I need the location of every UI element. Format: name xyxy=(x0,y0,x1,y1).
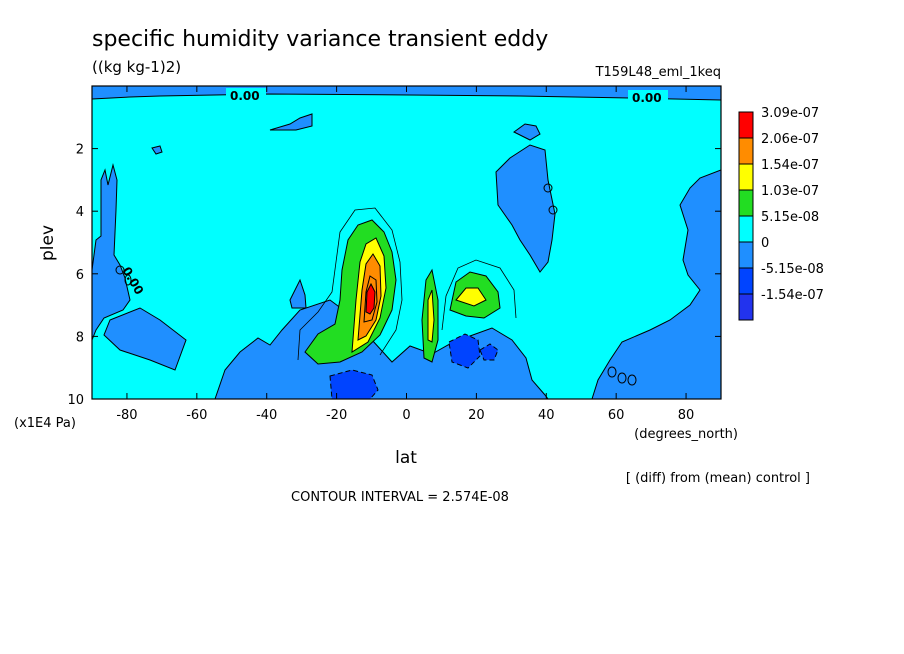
contour-line-1 xyxy=(297,207,403,361)
colorbar-label: 2.06e-07 xyxy=(761,132,819,147)
colorbar: 3.09e-07 2.06e-07 1.54e-07 1.03e-07 5.15e-08… xyxy=(738,106,824,321)
contour-label-bg-1 xyxy=(226,88,266,102)
colorbar-label: 0 xyxy=(761,236,769,251)
contour-label-2: 0.00 xyxy=(632,91,662,105)
neg-pocket-3 xyxy=(479,343,499,361)
neg-region-right xyxy=(591,169,721,399)
x-tick-label: 60 xyxy=(608,408,625,423)
y-tick-label: 10 xyxy=(67,393,84,408)
background-fill-zero xyxy=(92,86,721,399)
y-tick-label: 6 xyxy=(76,268,84,283)
y-units-label: (x1E4 Pa) xyxy=(14,416,76,431)
loop-5 xyxy=(607,366,617,378)
contour-field xyxy=(92,86,721,399)
x-tick-label: 20 xyxy=(468,408,485,423)
colorbar-swatch xyxy=(738,215,754,243)
neg-pocket-1 xyxy=(329,369,379,399)
neg-blob-small-2 xyxy=(151,145,163,155)
neg-blob-left xyxy=(103,307,187,371)
pos-region-yellow-north xyxy=(455,287,487,307)
neg-region-bottom xyxy=(214,299,549,399)
x-tick-label: 80 xyxy=(678,408,695,423)
y-axis: 2 4 6 8 10 xyxy=(67,143,721,408)
y-tick-label: 8 xyxy=(76,330,84,345)
contour-label-bg-2 xyxy=(628,90,668,104)
neg-blob-small-1 xyxy=(269,113,313,131)
colorbar-swatch xyxy=(738,293,754,321)
colorbar-label: 5.15e-08 xyxy=(761,210,819,225)
x-units-label: (degrees_north) xyxy=(634,427,738,442)
x-tick-label: -40 xyxy=(256,408,277,423)
x-tick-label: -60 xyxy=(186,408,207,423)
pos-region-red-max xyxy=(365,282,376,315)
diff-note: [ (diff) from (mean) control ] xyxy=(626,471,810,486)
loop-3 xyxy=(543,183,553,193)
neg-region-right-upper xyxy=(495,144,556,273)
y-tick-label: 2 xyxy=(76,143,84,158)
loop-2 xyxy=(124,274,132,286)
colorbar-swatch xyxy=(738,111,754,139)
x-tick-label: 40 xyxy=(538,408,555,423)
contour-line-2 xyxy=(441,259,517,331)
run-label: T159L48_eml_1keq xyxy=(595,65,721,80)
colorbar-swatch xyxy=(738,163,754,191)
contour-label-1: 0.00 xyxy=(230,89,260,103)
neg-pocket-2 xyxy=(448,333,481,369)
chart-title: specific humidity variance transient edd… xyxy=(92,27,548,52)
colorbar-swatch xyxy=(738,241,754,269)
loop-6 xyxy=(617,372,627,384)
x-tick-label: 0 xyxy=(402,408,410,423)
neg-region-left xyxy=(92,163,131,341)
x-axis-title: lat xyxy=(395,448,417,468)
loop-1 xyxy=(115,265,125,275)
contour-interval-label: CONTOUR INTERVAL = 2.574E-08 xyxy=(291,490,509,505)
x-tick-label: -80 xyxy=(116,408,137,423)
loop-4 xyxy=(548,205,558,215)
colorbar-swatch xyxy=(738,267,754,295)
x-axis: -80 -60 -40 -20 0 20 40 60 80 xyxy=(116,86,694,423)
colorbar-swatch xyxy=(738,189,754,217)
colorbar-label: 1.54e-07 xyxy=(761,158,819,173)
neg-blob-small-3 xyxy=(513,123,541,141)
neg-blob-small-4 xyxy=(289,278,307,309)
y-tick-label: 4 xyxy=(76,205,84,220)
colorbar-label: 1.03e-07 xyxy=(761,184,819,199)
x-tick-label: -20 xyxy=(326,408,347,423)
colorbar-label: -5.15e-08 xyxy=(761,262,824,277)
loop-7 xyxy=(627,374,637,386)
pos-region-yellow-equator xyxy=(427,289,435,343)
colorbar-label: -1.54e-07 xyxy=(761,288,824,303)
y-axis-title: plev xyxy=(38,225,58,261)
colorbar-label: 3.09e-07 xyxy=(761,106,819,121)
chart-units: ((kg kg-1)2) xyxy=(92,58,181,76)
colorbar-swatch xyxy=(738,137,754,165)
